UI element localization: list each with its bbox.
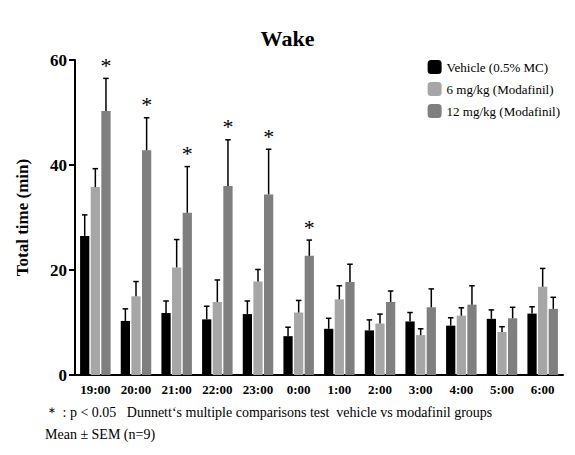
svg-text:3:00: 3:00 xyxy=(409,382,433,397)
svg-text:22:00: 22:00 xyxy=(202,382,232,397)
svg-text:*: * xyxy=(222,114,233,139)
svg-text:40: 40 xyxy=(50,156,67,175)
svg-text:*: * xyxy=(141,92,152,117)
svg-text:19:00: 19:00 xyxy=(80,382,110,397)
svg-text:23:00: 23:00 xyxy=(243,382,273,397)
svg-text:Total time (min): Total time (min) xyxy=(13,159,32,276)
svg-text:0:00: 0:00 xyxy=(287,382,311,397)
svg-text:*: * xyxy=(100,53,111,78)
svg-text:60: 60 xyxy=(50,51,67,70)
svg-text:2:00: 2:00 xyxy=(368,382,392,397)
svg-text:Mean ± SEM (n=9): Mean ± SEM (n=9) xyxy=(45,427,155,443)
svg-text:6 mg/kg (Modafinil): 6 mg/kg (Modafinil) xyxy=(447,82,554,97)
svg-text:＊ : p < 0.05 Dunnett‘s multi: ＊ : p < 0.05 Dunnett‘s multiple comparis… xyxy=(45,405,492,420)
svg-text:0: 0 xyxy=(59,366,68,385)
svg-text:Wake: Wake xyxy=(261,26,315,51)
svg-text:20:00: 20:00 xyxy=(121,382,151,397)
svg-text:20: 20 xyxy=(50,261,67,280)
svg-text:*: * xyxy=(304,215,315,240)
svg-text:4:00: 4:00 xyxy=(449,382,473,397)
svg-text:*: * xyxy=(263,124,274,149)
svg-text:12 mg/kg (Modafinil): 12 mg/kg (Modafinil) xyxy=(447,104,560,119)
svg-text:21:00: 21:00 xyxy=(161,382,191,397)
svg-text:Vehicle (0.5% MC): Vehicle (0.5% MC) xyxy=(447,60,548,75)
svg-text:*: * xyxy=(182,141,193,166)
svg-text:6:00: 6:00 xyxy=(531,382,555,397)
svg-text:5:00: 5:00 xyxy=(490,382,514,397)
svg-text:1:00: 1:00 xyxy=(327,382,351,397)
